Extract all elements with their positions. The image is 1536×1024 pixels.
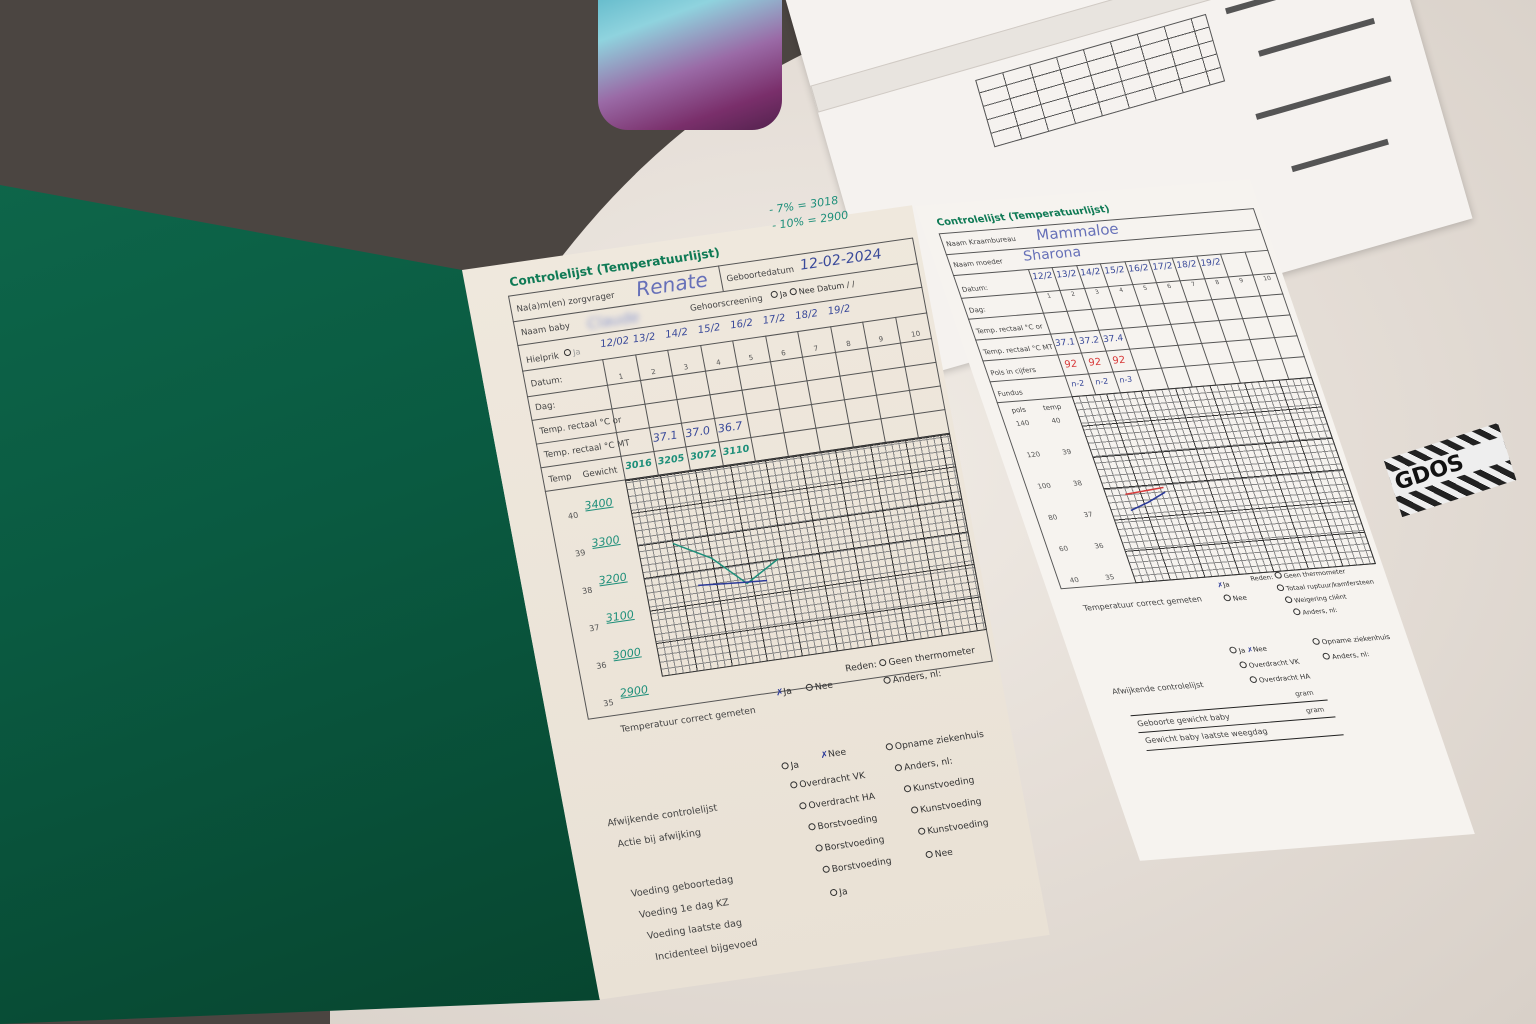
date-entry: 18/2: [1175, 259, 1199, 271]
right-page: Controlelijst (Temperatuurlijst) Naam Kr…: [915, 179, 1475, 861]
heel-ja-radio[interactable]: Ja: [572, 347, 582, 358]
left-page: - 7% = 3018 - 10% = 2900 Controlelijst (…: [462, 194, 1050, 1000]
reason-radio[interactable]: Weigering cliënt: [1293, 592, 1348, 605]
pulse-axis-tick: 120: [1025, 450, 1042, 460]
gram-unit: gram: [1293, 689, 1315, 699]
date-entry: 19/2: [1199, 257, 1223, 269]
pulse-axis-label: pols: [1010, 405, 1028, 415]
deviation-label: Afwijkende controlelijst: [606, 802, 719, 830]
temp-axis-tick: 38: [581, 585, 594, 596]
supplemented-label: Incidenteel bijgevoed: [654, 937, 759, 964]
deviation-ja-radio[interactable]: Ja: [1237, 646, 1247, 655]
action-hospital-radio[interactable]: Opname ziekenhuis: [894, 729, 985, 753]
temperature-graph: [672, 542, 779, 587]
date-entry: 14/2: [1079, 267, 1103, 279]
action-other-radio[interactable]: Anders, nl:: [1330, 650, 1371, 661]
paper-heading: [1225, 0, 1333, 15]
weight-line: [672, 542, 779, 585]
date-entry: 15/2: [1103, 265, 1127, 277]
formula-radio[interactable]: Kunstvoeding: [912, 775, 976, 795]
feeding-birthday-label: Voeding geboortedag: [630, 874, 735, 900]
temp-correct-nee-radio[interactable]: Nee: [814, 680, 834, 693]
fundus-entry: n-2: [1069, 378, 1086, 389]
supplemented-nee-radio[interactable]: Nee: [934, 847, 954, 861]
deviation-nee-radio[interactable]: Nee: [1251, 644, 1269, 654]
temp-axis-tick: 39: [574, 548, 587, 559]
reason-label: Reden:: [1249, 573, 1275, 583]
action-ha-radio[interactable]: Overdracht HA: [807, 791, 877, 812]
temperature-entry: 37.1: [1053, 337, 1077, 349]
date-entry: 17/2: [1151, 261, 1175, 273]
pulse-axis-tick: 100: [1036, 481, 1053, 491]
temp-axis-tick: 36: [595, 660, 608, 671]
temp-correct-nee-radio[interactable]: Nee: [1231, 593, 1249, 603]
feeding-day1-label: Voeding 1e dag KZ: [638, 897, 730, 921]
row-label-dag: Dag:: [967, 305, 987, 315]
paper-heading: [1291, 138, 1389, 173]
action-ha-radio[interactable]: Overdracht HA: [1257, 672, 1312, 685]
temperature-entry: 37.2: [1077, 335, 1101, 347]
right-graph: [1125, 486, 1166, 512]
breast-radio[interactable]: Borstvoeding: [831, 856, 893, 875]
action-label: Actie bij afwijking: [616, 827, 703, 851]
gram-unit: gram: [1304, 705, 1326, 715]
temp-line: [1130, 491, 1166, 512]
temp-correct-ja-radio[interactable]: Ja: [782, 686, 793, 698]
action-vk-radio[interactable]: Overdracht VK: [1247, 657, 1301, 670]
paper-heading: [1255, 75, 1392, 120]
action-vk-radio[interactable]: Overdracht VK: [798, 771, 867, 791]
date-entry: 13/2: [1055, 269, 1079, 281]
deviation-ja-radio[interactable]: Ja: [789, 760, 800, 772]
date-entry: 12/2: [1031, 271, 1055, 283]
breast-radio[interactable]: Borstvoeding: [816, 813, 879, 833]
temp-axis-tick: 37: [588, 623, 601, 634]
temp-axis-tick: 40: [567, 510, 580, 521]
date-entry: 16/2: [1127, 263, 1151, 275]
cup: [598, 0, 782, 130]
hearing-ja-radio[interactable]: Ja: [779, 289, 789, 300]
pulse-line: [1125, 486, 1164, 496]
fundus-entry: n-3: [1117, 374, 1134, 385]
action-other-radio[interactable]: Anders, nl:: [903, 756, 954, 774]
temperature-entry: 37.4: [1101, 333, 1125, 345]
formula-radio[interactable]: Kunstvoeding: [919, 796, 983, 816]
temp-axis-label: temp: [1041, 403, 1063, 413]
breast-radio[interactable]: Borstvoeding: [823, 835, 886, 854]
temp-correct-ja-radio[interactable]: Ja: [1221, 580, 1231, 589]
deviation-label: Afwijkende controlelijst: [1110, 680, 1205, 697]
temp-correct-label: Temperatuur correct gemeten: [1082, 594, 1204, 613]
formula-radio[interactable]: Kunstvoeding: [926, 818, 990, 837]
action-hospital-radio[interactable]: Opname ziekenhuis: [1320, 633, 1392, 647]
deviation-nee-radio[interactable]: Nee: [827, 747, 848, 760]
day-number: 10: [910, 329, 921, 339]
supplemented-ja-radio[interactable]: Ja: [838, 887, 849, 899]
feeding-last-day-label: Voeding laatste dag: [646, 917, 743, 942]
pulse-axis-tick: 140: [1014, 419, 1031, 428]
reason-radio[interactable]: Totaal ruptuur/kamfersteen: [1285, 577, 1376, 593]
temperature-line: [698, 579, 768, 587]
temp-axis-tick: 35: [602, 697, 615, 709]
reason-radio[interactable]: Anders, nl:: [1301, 606, 1339, 617]
fundus-entry: n-2: [1093, 376, 1110, 387]
paper-heading: [1258, 17, 1376, 57]
